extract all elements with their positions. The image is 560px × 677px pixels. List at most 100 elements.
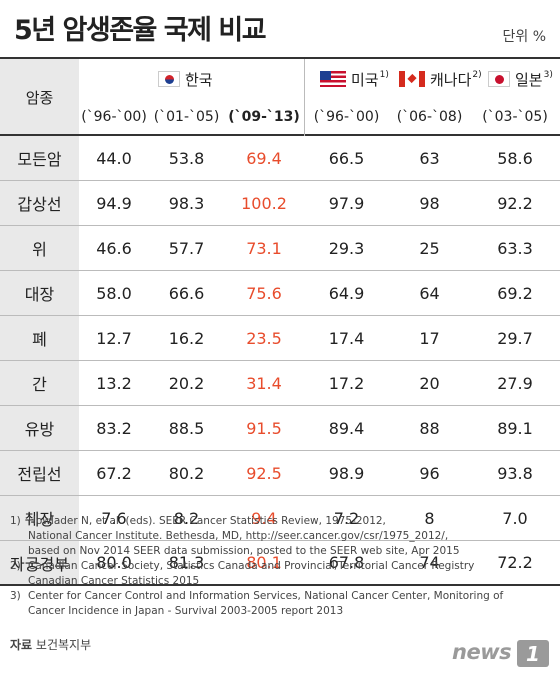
table-row: 폐 12.7 16.2 23.5 17.4 17 29.7 xyxy=(0,316,560,361)
table-row: 갑상선 94.9 98.3 100.2 97.9 98 92.2 xyxy=(0,181,560,226)
value-cell: 16.2 xyxy=(168,328,205,348)
cancer-type-cell: 대장 xyxy=(0,271,79,315)
footnotes: 1) Howlader N, et al. (eds). SEER Cancer… xyxy=(10,514,550,619)
value-cell: 67.8 xyxy=(328,553,365,572)
footnote: 1) Howlader N, et al. (eds). SEER Cancer… xyxy=(10,514,550,559)
value-cell: 7.2 xyxy=(333,508,360,528)
value-cell: 88 xyxy=(419,418,440,438)
cancer-type-cell: 모든암 xyxy=(0,136,79,180)
canada-footnote-ref: 2) xyxy=(472,70,482,80)
value-cell: 7.6 xyxy=(101,508,127,528)
footnote-line: Center for Cancer Control and Informatio… xyxy=(28,590,504,602)
usa-footnote-ref: 1) xyxy=(379,70,389,80)
value-cell: 7.0 xyxy=(502,508,528,528)
value-cell: 92.2 xyxy=(497,193,533,213)
period-cell: (`09-`13) xyxy=(228,108,300,125)
cancer-type-cell: 전립선 xyxy=(0,451,79,495)
value-cell: 29.7 xyxy=(497,328,533,348)
value-cell: 20.2 xyxy=(168,373,205,393)
value-cell: 74 xyxy=(419,553,440,572)
value-cell: 67.2 xyxy=(96,463,132,483)
value-cell: 29.3 xyxy=(328,238,365,258)
value-cell: 89.4 xyxy=(328,418,365,438)
canada-flag-icon xyxy=(399,71,425,87)
table-row: 모든암 44.0 53.8 69.4 66.5 63 58.6 xyxy=(0,136,560,181)
table-body: 모든암 44.0 53.8 69.4 66.5 63 58.6 갑상선 94.9 98.3 100.… xyxy=(0,136,560,586)
news1-logo-mark: 1 xyxy=(517,640,549,667)
footnote-number: 3) xyxy=(10,590,21,602)
value-cell: 83.2 xyxy=(96,418,132,438)
value-cell: 98 xyxy=(419,193,440,213)
news1-logo: news xyxy=(452,640,512,664)
row-header-label: 암종 xyxy=(0,59,79,136)
footnote: 2) Canadian Cancer Society, Statistics C… xyxy=(10,559,550,589)
value-cell: 73.1 xyxy=(246,238,282,258)
value-cell: 80.0 xyxy=(96,553,132,572)
footnote-number: 1) xyxy=(10,515,21,527)
value-cell: 81.3 xyxy=(168,553,205,572)
value-cell: 94.9 xyxy=(96,193,132,213)
footnote-line: National Cancer Institute. Bethesda, MD,… xyxy=(28,530,449,542)
country-usa: 미국 1) xyxy=(320,59,389,99)
value-cell: 46.6 xyxy=(96,238,132,258)
value-cell: 9.4 xyxy=(251,508,277,528)
table-row: 간 13.2 20.2 31.4 17.2 20 27.9 xyxy=(0,361,560,406)
japan-flag-icon xyxy=(488,71,510,87)
table-row: 대장 58.0 66.6 75.6 64.9 64 69.2 xyxy=(0,271,560,316)
table-row: 자궁경부 80.0 81.3 80.1 67.8 74 72.2 xyxy=(0,541,560,586)
country-divider xyxy=(304,59,305,136)
value-cell: 58.6 xyxy=(497,148,533,168)
period-header-row: (`96-`00) (`01-`05) (`09-`13) (`96-`00) … xyxy=(0,99,560,136)
value-cell: 63.3 xyxy=(497,238,533,258)
value-cell: 8 xyxy=(424,508,435,528)
value-cell: 80.2 xyxy=(168,463,205,483)
value-cell: 89.1 xyxy=(497,418,533,438)
value-cell: 69.2 xyxy=(497,283,533,303)
value-cell: 69.4 xyxy=(246,148,282,168)
footnote-line: based on Nov 2014 SEER data submission, … xyxy=(28,545,460,557)
value-cell: 100.2 xyxy=(241,193,287,213)
value-cell: 93.8 xyxy=(497,463,533,483)
japan-footnote-ref: 3) xyxy=(543,70,553,80)
value-cell: 66.5 xyxy=(328,148,365,168)
value-cell: 66.6 xyxy=(168,283,205,303)
table-row: 전립선 67.2 80.2 92.5 98.9 96 93.8 xyxy=(0,451,560,496)
cancer-type-cell: 갑상선 xyxy=(0,181,79,225)
country-usa-label: 미국 xyxy=(351,70,379,89)
value-cell: 27.9 xyxy=(497,373,533,393)
period-cell: (`96-`00) xyxy=(81,108,147,125)
usa-flag-icon xyxy=(320,71,346,87)
country-canada-label: 캐나다 xyxy=(430,70,472,89)
value-cell: 44.0 xyxy=(96,148,132,168)
period-cell: (`06-`08) xyxy=(396,108,463,125)
value-cell: 13.2 xyxy=(96,373,132,393)
source-credit: 자료 보건복지부 xyxy=(10,636,91,653)
value-cell: 57.7 xyxy=(168,238,205,258)
value-cell: 53.8 xyxy=(168,148,205,168)
value-cell: 88.5 xyxy=(168,418,205,438)
value-cell: 64 xyxy=(419,283,440,303)
footnote: 3) Center for Cancer Control and Informa… xyxy=(10,589,550,619)
value-cell: 8.2 xyxy=(173,508,200,528)
value-cell: 25 xyxy=(419,238,440,258)
table-row: 유방 83.2 88.5 91.5 89.4 88 89.1 xyxy=(0,406,560,451)
korea-flag-icon xyxy=(158,71,180,87)
country-korea-label: 한국 xyxy=(185,70,213,89)
value-cell: 58.0 xyxy=(96,283,132,303)
footnote-number: 2) xyxy=(10,560,21,572)
value-cell: 72.2 xyxy=(497,553,533,572)
value-cell: 91.5 xyxy=(246,418,282,438)
value-cell: 23.5 xyxy=(246,328,282,348)
value-cell: 17 xyxy=(419,328,440,348)
country-japan-label: 일본 xyxy=(515,70,543,89)
value-cell: 17.4 xyxy=(328,328,365,348)
period-cell: (`01-`05) xyxy=(153,108,220,125)
footnote-line: Cancer Incidence in Japan - Survival 200… xyxy=(28,605,344,617)
source-value: 보건복지부 xyxy=(35,638,92,652)
value-cell: 20 xyxy=(419,373,440,393)
table-row: 췌장 7.6 8.2 9.4 7.2 8 7.0 xyxy=(0,496,560,541)
cancer-type-cell: 자궁경부 xyxy=(0,541,79,584)
cancer-type-cell: 유방 xyxy=(0,406,79,450)
country-japan: 일본 3) xyxy=(488,59,553,99)
country-korea: 한국 xyxy=(158,59,213,99)
